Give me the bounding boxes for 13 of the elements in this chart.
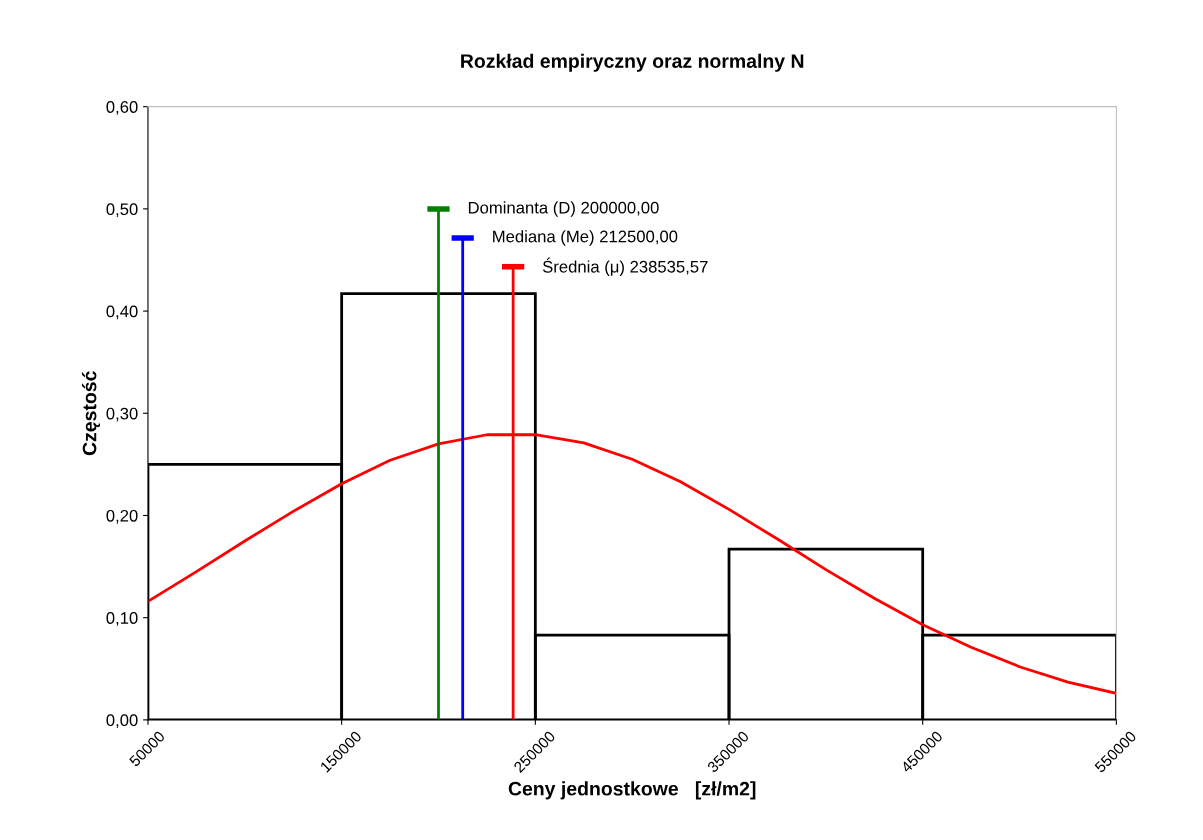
y-tick-label: 0,40: [106, 305, 138, 320]
ref-line-label: Mediana (Me) 212500,00: [493, 230, 678, 246]
y-tick-label: 0,60: [106, 101, 138, 115]
ref-line-label: Średnia (μ) 238535,57: [542, 257, 708, 276]
x-axis-title: Ceny jednostkowe [zł/m2]: [508, 781, 756, 800]
y-axis-title: Częstość: [81, 371, 101, 456]
y-tick-label: 0,00: [106, 714, 138, 729]
y-tick-label: 0,30: [106, 407, 138, 422]
ref-line-label: Dominanta (D) 200000,00: [468, 201, 659, 217]
chart-title: Rozkład empiryczny oraz normalny N: [461, 53, 804, 72]
y-tick-label: 0,10: [106, 612, 138, 626]
y-tick-label: 0,20: [106, 509, 138, 524]
y-tick-label: 0,50: [106, 203, 138, 218]
